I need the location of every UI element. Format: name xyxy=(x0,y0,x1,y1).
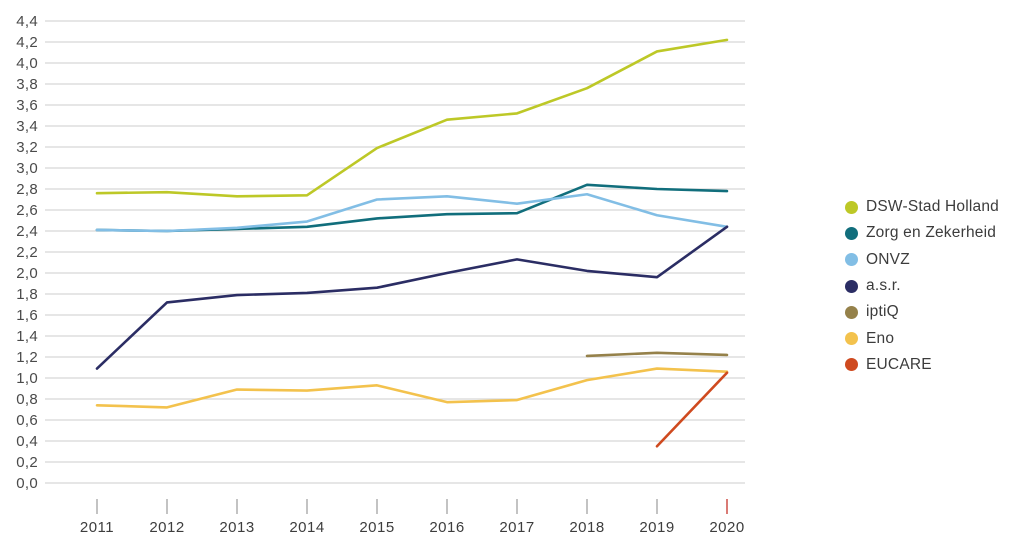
legend-label: ONVZ xyxy=(866,250,910,268)
x-axis-year-label: 2018 xyxy=(569,519,604,536)
legend-color-dot-icon xyxy=(845,226,858,240)
y-axis-tick-label: 4,2 xyxy=(16,34,38,51)
legend-label: Eno xyxy=(866,329,895,347)
legend-label: DSW-Stad Holland xyxy=(866,198,999,216)
legend-label: iptiQ xyxy=(866,303,899,321)
series-line-eno xyxy=(95,367,729,409)
y-axis-tick-label: 0,6 xyxy=(16,412,38,429)
series-line-eucare xyxy=(655,371,729,448)
y-axis-tick-label: 2,6 xyxy=(16,202,38,219)
y-axis-tick-label: 2,4 xyxy=(16,223,38,240)
legend-label: EUCARE xyxy=(866,355,932,373)
x-axis-year-label: 2015 xyxy=(359,519,394,536)
legend-color-dot-icon xyxy=(845,279,858,293)
y-axis-tick-label: 3,2 xyxy=(16,139,38,156)
y-axis-tick-label: 3,8 xyxy=(16,76,38,93)
x-axis-year-label: 2013 xyxy=(219,519,254,536)
series-line-iptiq xyxy=(585,351,729,358)
legend-color-dot-icon xyxy=(845,332,858,346)
y-axis-tick-label: 3,0 xyxy=(16,160,38,177)
y-axis-tick-label: 4,0 xyxy=(16,55,38,72)
legend-item-eno: Eno xyxy=(845,325,999,351)
legend-color-dot-icon xyxy=(845,305,858,319)
y-axis-tick-label: 2,0 xyxy=(16,265,38,282)
x-axis-year-label-highlighted: 2020 xyxy=(709,519,744,536)
legend-color-dot-icon xyxy=(845,200,858,214)
y-axis-tick-label: 0,8 xyxy=(16,391,38,408)
y-axis-tick-label: 0,2 xyxy=(16,454,38,471)
legend-item-a-s-r-: a.s.r. xyxy=(845,273,999,299)
series-line-dsw-stad-holland xyxy=(95,38,729,198)
legend-item-onvz: ONVZ xyxy=(845,247,999,273)
legend-item-zorg-en-zekerheid: Zorg en Zekerheid xyxy=(845,220,999,246)
y-axis-tick-label: 1,6 xyxy=(16,307,38,324)
y-axis-tick-label: 0,0 xyxy=(16,475,38,492)
x-axis-year-label: 2011 xyxy=(80,519,114,536)
y-axis-tick-label: 1,4 xyxy=(16,328,38,345)
y-axis-tick-label: 2,8 xyxy=(16,181,38,198)
legend-color-dot-icon xyxy=(845,253,858,267)
y-axis-tick-label: 4,4 xyxy=(16,13,38,30)
series-line-a-s-r- xyxy=(95,225,729,370)
y-axis-tick-label: 1,2 xyxy=(16,349,38,366)
y-axis-tick-label: 0,4 xyxy=(16,433,38,450)
legend-label: a.s.r. xyxy=(866,277,901,295)
y-axis-tick-label: 3,6 xyxy=(16,97,38,114)
x-axis-year-label: 2012 xyxy=(149,519,184,536)
x-axis-year-label: 2016 xyxy=(429,519,464,536)
legend-label: Zorg en Zekerheid xyxy=(866,224,997,242)
y-axis-tick-label: 1,8 xyxy=(16,286,38,303)
x-axis-year-label: 2017 xyxy=(499,519,534,536)
y-axis-tick-label: 1,0 xyxy=(16,370,38,387)
legend-item-dsw-stad-holland: DSW-Stad Holland xyxy=(845,194,999,220)
legend: DSW-Stad Holland Zorg en Zekerheid ONVZ a.s… xyxy=(845,194,999,378)
line-chart: 4,4 4,2 4,0 3,8 3,6 3,4 3,2 3,0 2,8 2,6 2,4 2,2 2,0 1… xyxy=(16,13,745,536)
x-axis-year-label: 2014 xyxy=(289,519,324,536)
legend-color-dot-icon xyxy=(845,358,858,372)
y-axis-tick-label: 2,2 xyxy=(16,244,38,261)
legend-item-eucare: EUCARE xyxy=(845,352,999,378)
legend-item-iptiq: iptiQ xyxy=(845,299,999,325)
series-line-onvz xyxy=(95,192,729,233)
y-axis-tick-label: 3,4 xyxy=(16,118,38,135)
x-axis-year-label: 2019 xyxy=(639,519,674,536)
